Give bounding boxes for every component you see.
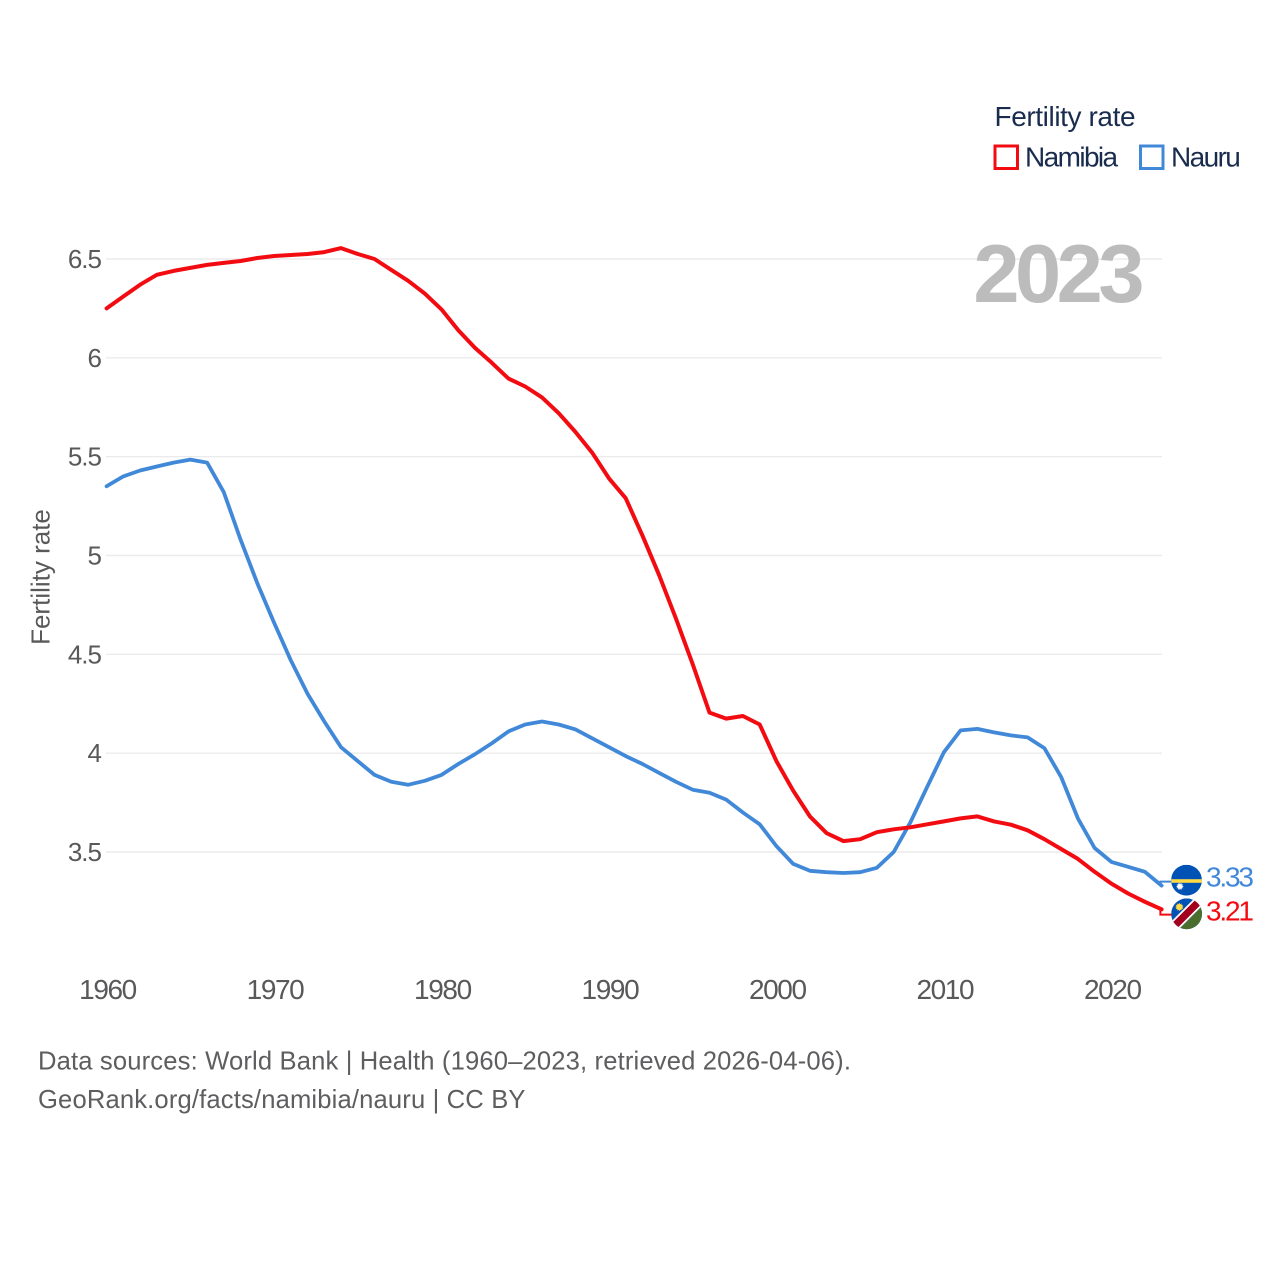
svg-text:Fertility rate: Fertility rate bbox=[26, 509, 56, 645]
svg-text:2020: 2020 bbox=[1084, 974, 1142, 1005]
svg-text:1970: 1970 bbox=[247, 974, 305, 1005]
svg-text:5: 5 bbox=[88, 541, 102, 571]
svg-text:4: 4 bbox=[88, 738, 102, 768]
svg-text:Nauru: Nauru bbox=[1171, 142, 1239, 173]
svg-text:3.21: 3.21 bbox=[1206, 895, 1253, 926]
svg-text:2023: 2023 bbox=[973, 227, 1142, 320]
svg-text:Fertility rate: Fertility rate bbox=[995, 101, 1136, 132]
svg-text:6.5: 6.5 bbox=[68, 244, 102, 274]
svg-text:Data sources: World Bank | Hea: Data sources: World Bank | Health (1960–… bbox=[38, 1048, 851, 1076]
svg-text:1980: 1980 bbox=[414, 974, 472, 1005]
svg-text:3.33: 3.33 bbox=[1206, 862, 1253, 893]
svg-text:2000: 2000 bbox=[749, 974, 807, 1005]
svg-text:Namibia: Namibia bbox=[1025, 142, 1119, 173]
svg-text:1990: 1990 bbox=[582, 974, 640, 1005]
svg-text:5.5: 5.5 bbox=[68, 442, 102, 472]
svg-text:4.5: 4.5 bbox=[68, 639, 102, 669]
svg-text:3.5: 3.5 bbox=[68, 837, 102, 867]
svg-text:2010: 2010 bbox=[916, 974, 974, 1005]
svg-text:6: 6 bbox=[88, 343, 102, 373]
svg-text:1960: 1960 bbox=[79, 974, 137, 1005]
svg-text:GeoRank.org/facts/namibia/naur: GeoRank.org/facts/namibia/nauru | CC BY bbox=[38, 1086, 526, 1114]
